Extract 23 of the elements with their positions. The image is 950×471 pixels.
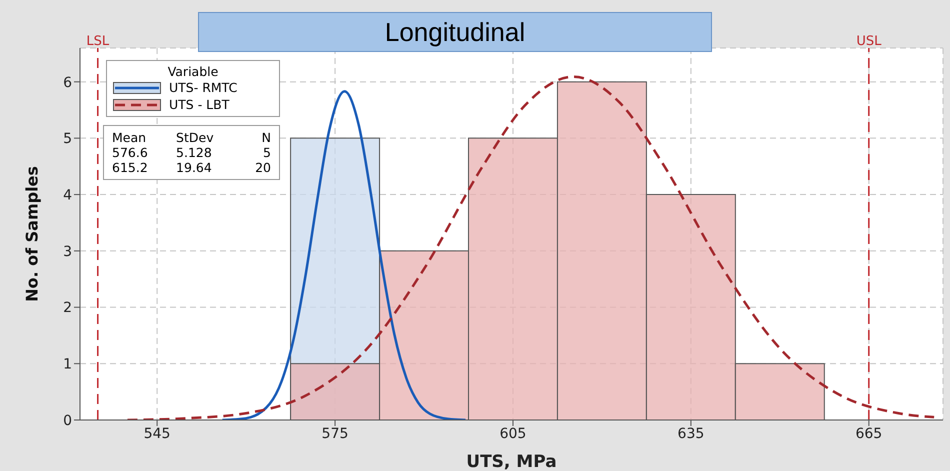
x-tick-label: 635 (678, 426, 704, 442)
y-tick-label: 0 (63, 412, 72, 429)
legend-label: UTS- RMTC (169, 80, 238, 95)
y-tick-label: 4 (63, 188, 72, 204)
y-tick-label: 2 (63, 300, 72, 316)
x-tick-label: 575 (322, 426, 348, 442)
ref-line-label: USL (856, 34, 882, 49)
y-axis-title: No. of Samples (22, 166, 42, 302)
legend-title: Variable (166, 64, 220, 79)
ref-line-label: LSL (86, 34, 110, 49)
x-tick-label: 665 (855, 426, 882, 442)
y-tick-label: 1 (63, 356, 72, 373)
x-tick-label: 545 (144, 426, 170, 442)
text: 615.2 19.64 20 (112, 160, 271, 175)
title-banner: Longitudinal (198, 12, 712, 52)
legend-label: UTS - LBT (169, 97, 230, 112)
x-axis-title: UTS, MPa (466, 452, 557, 471)
text: 576.6 5.128 5 (112, 145, 271, 160)
x-tick-label: 605 (500, 426, 526, 442)
y-tick-label: 6 (63, 74, 72, 91)
text: Mean StDev N (112, 130, 271, 145)
y-tick-label: 3 (63, 244, 72, 260)
y-tick-label: 5 (63, 131, 72, 148)
